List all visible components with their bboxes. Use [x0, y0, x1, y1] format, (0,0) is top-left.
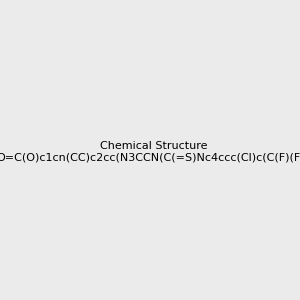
Text: Chemical Structure
O=C(O)c1cn(CC)c2cc(N3CCN(C(=S)Nc4ccc(Cl)c(C(F)(F)F: Chemical Structure O=C(O)c1cn(CC)c2cc(N3… — [0, 141, 300, 162]
